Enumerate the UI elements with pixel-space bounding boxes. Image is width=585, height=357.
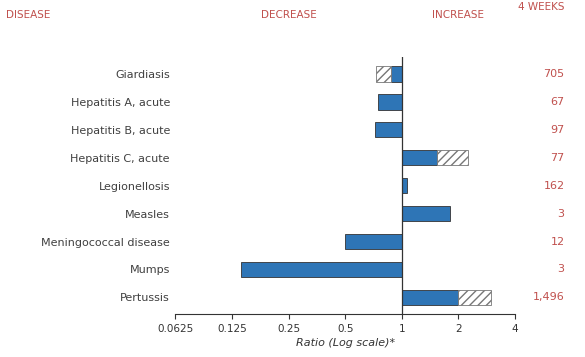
Text: DECREASE: DECREASE xyxy=(261,10,316,20)
Bar xyxy=(402,150,438,165)
Text: 12: 12 xyxy=(550,237,565,247)
Bar xyxy=(241,262,402,277)
Text: CASES CURRENT
4 WEEKS: CASES CURRENT 4 WEEKS xyxy=(477,0,565,12)
X-axis label: Ratio (Log scale)*: Ratio (Log scale)* xyxy=(295,338,395,348)
Bar xyxy=(402,206,450,221)
Bar xyxy=(375,122,402,137)
Text: 97: 97 xyxy=(550,125,565,135)
Bar xyxy=(458,290,491,305)
Text: 1,496: 1,496 xyxy=(533,292,565,302)
Text: 67: 67 xyxy=(550,97,565,107)
Text: 162: 162 xyxy=(543,181,565,191)
Bar xyxy=(378,94,402,110)
Text: 705: 705 xyxy=(543,69,565,79)
Bar xyxy=(402,290,458,305)
Text: DISEASE: DISEASE xyxy=(6,10,50,20)
Text: 3: 3 xyxy=(558,265,565,275)
Bar xyxy=(438,150,468,165)
Bar xyxy=(402,178,407,193)
Text: INCREASE: INCREASE xyxy=(432,10,484,20)
Bar xyxy=(391,66,402,81)
Bar xyxy=(345,234,402,249)
Bar xyxy=(376,66,391,81)
Text: 3: 3 xyxy=(558,208,565,218)
Text: 77: 77 xyxy=(550,153,565,163)
